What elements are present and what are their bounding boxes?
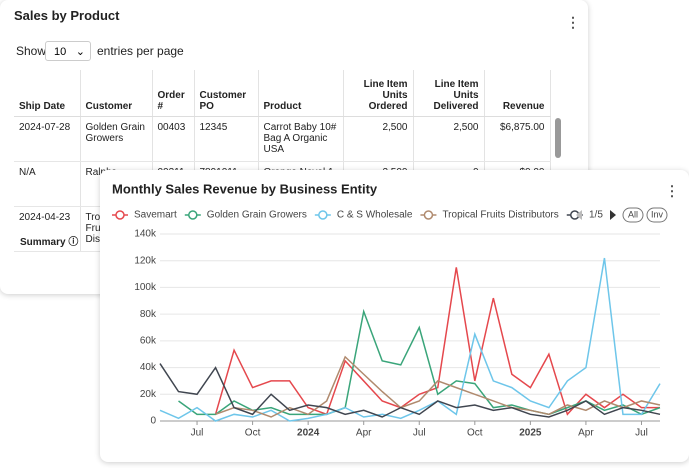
cell: 2024-04-23 [14, 206, 81, 252]
column-header[interactable]: Product [258, 70, 344, 117]
y-tick-label: 80k [140, 309, 157, 320]
legend-label: Tropical Fruits Distributors [442, 210, 558, 221]
legend-marker [115, 210, 125, 220]
y-tick-label: 100k [134, 282, 157, 293]
cell: 2,500 [343, 116, 414, 162]
column-header[interactable]: Line Item Units Delivered [413, 70, 485, 117]
label: entries per page [97, 44, 184, 58]
legend-next[interactable] [610, 210, 616, 220]
y-tick-label: 0 [150, 416, 156, 427]
series-line [159, 257, 661, 422]
cell: N/A [14, 161, 81, 207]
series-line [178, 308, 661, 416]
y-tick-label: 40k [140, 362, 157, 373]
summary-label: Summary [20, 237, 66, 248]
series-line [214, 267, 660, 416]
x-tick-label: Apr [356, 428, 372, 439]
column-header[interactable]: Ship Date [14, 70, 81, 117]
legend-button-label: Inv [651, 209, 664, 219]
scrollbar[interactable] [555, 118, 561, 158]
value: 10 [54, 46, 67, 58]
legend-label: C & S Wholesale [337, 210, 413, 221]
row: 2024-07-28 Golden Grain Growers 00403 12345… [14, 116, 551, 162]
arrow: ⌄ [75, 46, 85, 58]
menu[interactable]: ⋮ [566, 14, 580, 30]
chart: Monthly Sales Revenue by Business Entity… [112, 181, 679, 439]
summary[interactable]: Summary ⓘ [20, 237, 79, 248]
legend-button-label: All [628, 209, 638, 219]
y-tick-label: 120k [134, 255, 157, 266]
chart-card: Monthly Sales Revenue by Business Entity… [100, 170, 689, 462]
legend-prev[interactable] [576, 210, 582, 220]
cell: Carrot Baby 10# Bag A Organic USA [258, 116, 344, 162]
legend-marker [318, 210, 328, 220]
x-tick-label: Oct [467, 428, 483, 439]
legend-button[interactable] [646, 207, 668, 223]
legend-item[interactable]: Golden Grain Growers [184, 210, 307, 221]
x-tick-label: Jul [635, 428, 648, 439]
x-tick-label: 2024 [297, 428, 320, 439]
menu[interactable]: ⋮ [665, 183, 679, 199]
legend-label: Savemart [134, 210, 177, 221]
column-header[interactable]: Customer PO [194, 70, 259, 117]
legend-marker [423, 210, 434, 220]
column-header[interactable]: Customer [80, 70, 153, 117]
cell: 12345 [194, 116, 259, 162]
card-title: Sales by Product [14, 8, 120, 23]
y-tick-label: 60k [140, 335, 157, 346]
cell: Golden Grain Growers [80, 116, 153, 162]
column-header[interactable]: Line Item Units Ordered [343, 70, 414, 117]
label: Show [16, 44, 47, 58]
x-tick-label: Apr [578, 428, 594, 439]
legend-item[interactable]: Tropical Fruits Distributors [420, 210, 559, 221]
x-tick-label: Jul [413, 428, 426, 439]
legend-item[interactable]: C & S Wholesale [314, 210, 413, 221]
series-line [159, 363, 661, 418]
cell: 2024-07-28 [14, 116, 81, 162]
x-tick-label: Oct [245, 428, 261, 439]
series-line [215, 355, 661, 418]
cell: 00403 [152, 116, 195, 162]
cell: $6,875.00 [484, 116, 551, 162]
legend-page: 1/5 [589, 210, 603, 221]
legend-item[interactable]: Savemart [112, 210, 177, 221]
legend-label: Golden Grain Growers [207, 210, 307, 221]
y-tick-label: 140k [134, 229, 157, 240]
legend-button[interactable] [622, 207, 644, 223]
x-tick-label: Jul [191, 428, 204, 439]
column-header[interactable]: Order # [152, 70, 195, 117]
page-size-select[interactable]: 10 ⌄ [45, 41, 91, 61]
legend-marker [188, 210, 198, 220]
x-tick-label: 2025 [519, 428, 542, 439]
y-tick-label: 20k [140, 389, 157, 400]
column-header[interactable]: Revenue [484, 70, 551, 117]
chart-title: Monthly Sales Revenue by Business Entity [112, 181, 378, 196]
cell: 2,500 [413, 116, 485, 162]
